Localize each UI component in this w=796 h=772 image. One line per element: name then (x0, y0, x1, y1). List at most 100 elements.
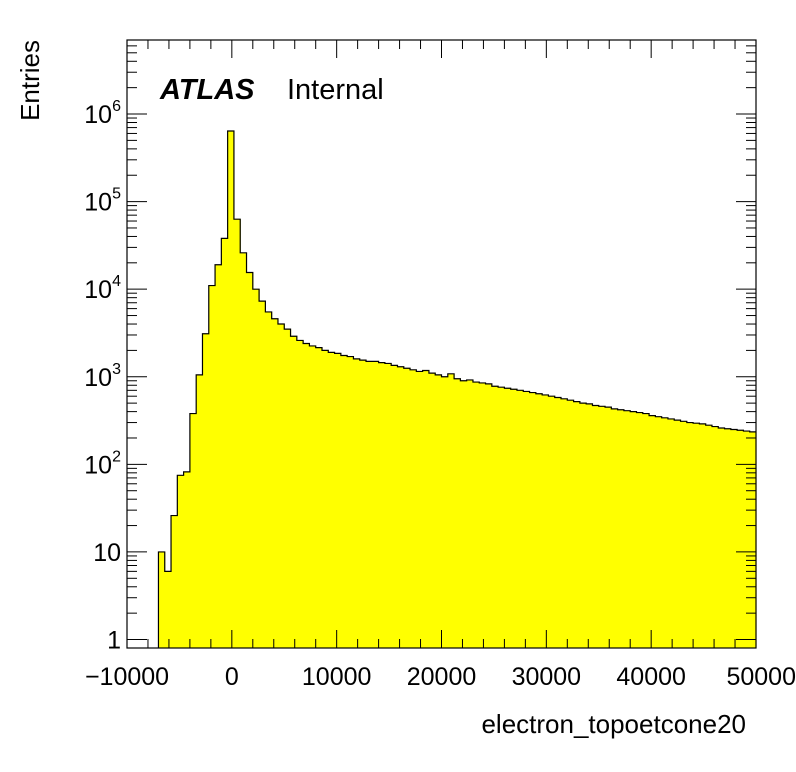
histogram-bar (605, 407, 612, 648)
y-tick-labels: 1 10 102 103 104 105 106 (84, 98, 121, 654)
histogram-bar (642, 413, 650, 648)
histogram-bar (265, 311, 273, 648)
histogram-bar (202, 333, 210, 648)
histogram-bar (636, 412, 644, 648)
histogram-bar (460, 380, 468, 648)
x-tick-label: 40000 (616, 663, 686, 691)
histogram-bar (573, 401, 581, 648)
histogram-bar (296, 340, 304, 648)
histogram-bar (303, 343, 311, 648)
axis-ticks (126, 39, 757, 648)
x-tick-label: 0 (225, 663, 239, 691)
histogram-bar (233, 219, 241, 648)
histogram-bar (705, 425, 713, 648)
histogram-bar (592, 405, 600, 648)
histogram-bar (372, 361, 380, 648)
y-tick-label: 104 (84, 273, 121, 304)
histogram-bar (221, 238, 229, 649)
internal-label: Internal (287, 74, 384, 106)
y-tick-label: 106 (84, 98, 121, 129)
histogram-bar (353, 358, 361, 648)
histogram-bar (252, 289, 260, 648)
histogram-bar (724, 428, 732, 648)
histogram-bar (215, 264, 222, 648)
histogram-bar (466, 379, 474, 648)
y-tick-label: 1 (107, 627, 121, 655)
histogram-bar (183, 471, 191, 648)
histogram-bar (554, 397, 562, 648)
histogram-bar (730, 429, 738, 648)
histogram-bar (397, 366, 405, 648)
histogram-bar (472, 382, 480, 648)
histogram-bar (548, 396, 556, 648)
histogram-bar (196, 374, 204, 648)
histogram-bar (479, 382, 487, 648)
histogram-bar (485, 383, 493, 648)
histogram-bar (441, 376, 449, 648)
histogram-bar (667, 418, 675, 648)
histogram-bar (334, 353, 342, 648)
histogram-bar (271, 318, 279, 648)
histogram-bar (284, 329, 292, 648)
histogram-bar (227, 130, 235, 648)
histogram-bar (208, 285, 216, 648)
histogram-bar (416, 371, 424, 648)
histogram-bar (567, 400, 575, 648)
histogram-bar (674, 420, 682, 648)
histogram-bar (347, 356, 355, 648)
histogram-bar (617, 409, 625, 648)
histogram-bar (529, 392, 537, 648)
histogram-bar (164, 571, 172, 648)
histogram-bar (309, 345, 317, 648)
y-tick-label: 105 (84, 186, 121, 217)
histogram-bar (699, 423, 707, 648)
histogram-bar (422, 370, 430, 648)
x-tick-label: 20000 (407, 663, 477, 691)
x-tick-label: 10000 (302, 663, 372, 691)
histogram-bar (655, 416, 663, 648)
y-tick-label: 10 (93, 539, 121, 567)
histogram-bar (498, 387, 505, 648)
histogram-bar (366, 361, 373, 648)
histogram-bar (315, 347, 323, 648)
histogram-bar (177, 475, 185, 648)
histogram-bar (611, 408, 619, 648)
histogram-bar (328, 352, 336, 648)
histogram-bar (290, 336, 298, 648)
histogram-bar (749, 431, 757, 648)
y-tick-label: 103 (84, 361, 121, 392)
histogram-bar (391, 365, 399, 648)
histogram-bar (561, 398, 568, 648)
histogram-bar (743, 431, 751, 648)
x-tick-labels: −10000 0 10000 20000 30000 40000 50000 (85, 663, 796, 691)
histogram-bar (259, 301, 266, 648)
histogram-bar (598, 406, 606, 648)
histogram-bar (158, 551, 166, 648)
histogram-bar (504, 388, 512, 648)
histogram-bar (523, 391, 531, 648)
histogram-bar (711, 426, 719, 648)
histogram-bar (435, 374, 443, 648)
histogram-bar (403, 368, 411, 648)
histogram-bar (340, 355, 348, 648)
histogram-bar (246, 272, 254, 648)
y-axis-title: Entries (15, 40, 45, 121)
histogram-bar (686, 422, 694, 648)
histogram-bar (428, 373, 436, 648)
histogram-bar (737, 430, 745, 648)
histogram-bar (277, 324, 285, 648)
x-tick-label: −10000 (85, 663, 169, 691)
histogram-bar (510, 389, 518, 648)
histogram-bar (240, 252, 248, 648)
histogram-bar (321, 350, 329, 648)
histogram-outline (157, 130, 756, 648)
x-axis-title: electron_topoetcone20 (481, 709, 746, 739)
histogram-bars (157, 130, 757, 649)
histogram-bar (535, 393, 543, 648)
histogram-bar (384, 363, 392, 648)
histogram-bar (630, 411, 638, 648)
histogram-bar (661, 417, 669, 648)
histogram-bar (491, 386, 499, 648)
histogram-bar (189, 413, 197, 648)
